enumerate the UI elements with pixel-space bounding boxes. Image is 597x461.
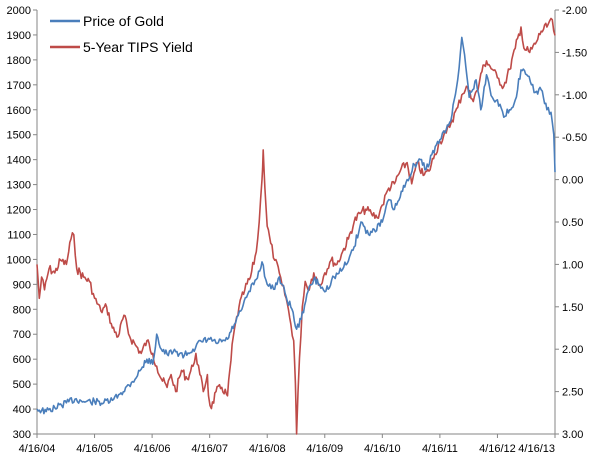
x-tick-label: 4/16/12 xyxy=(479,443,516,455)
left-tick-label: 1700 xyxy=(7,80,31,92)
right-tick-label: 2.50 xyxy=(562,387,583,399)
left-tick-label: 1400 xyxy=(7,155,31,167)
right-tick-label: 0.00 xyxy=(562,175,583,187)
left-tick-label: 1500 xyxy=(7,130,31,142)
right-tick-label: -0.50 xyxy=(562,132,587,144)
legend: Price of Gold 5-Year TIPS Yield xyxy=(50,13,193,55)
left-tick-label: 1000 xyxy=(7,254,31,266)
right-tick-label: 1.00 xyxy=(562,259,583,271)
left-tick-label: 1900 xyxy=(7,30,31,42)
left-tick-label: 500 xyxy=(13,379,31,391)
right-tick-label: 0.50 xyxy=(562,217,583,229)
right-tick-label: 2.00 xyxy=(562,344,583,356)
left-tick-label: 1100 xyxy=(7,229,31,241)
right-tick-label: 3.00 xyxy=(562,429,583,441)
legend-label-gold: Price of Gold xyxy=(83,13,164,29)
x-tick-label: 4/16/05 xyxy=(76,443,113,455)
left-tick-label: 400 xyxy=(13,404,31,416)
right-tick-label: -1.00 xyxy=(562,90,587,102)
left-tick-label: 300 xyxy=(13,429,31,441)
left-tick-label: 1200 xyxy=(7,205,31,217)
right-tick-label: -1.50 xyxy=(562,47,587,59)
left-tick-label: 2000 xyxy=(7,5,31,17)
left-tick-label: 600 xyxy=(13,354,31,366)
x-tick-label: 4/16/09 xyxy=(306,443,343,455)
left-tick-label: 1800 xyxy=(7,55,31,67)
left-tick-label: 1600 xyxy=(7,105,31,117)
axes-group: 300 400 500 600 700 800 900 1000 1100 1200 1300 140… xyxy=(7,5,588,455)
x-tick-label: 4/16/13 xyxy=(518,443,555,455)
x-tick-label: 4/16/07 xyxy=(191,443,228,455)
right-tick-label: 1.50 xyxy=(562,302,583,314)
left-tick-label: 1300 xyxy=(7,180,31,192)
x-tick-label: 4/16/10 xyxy=(364,443,401,455)
right-tick-label: -2.00 xyxy=(562,5,587,17)
x-tick-label: 4/16/08 xyxy=(249,443,286,455)
left-tick-label: 700 xyxy=(13,329,31,341)
left-tick-label: 800 xyxy=(13,304,31,316)
series-line-gold-price xyxy=(36,36,556,415)
x-tick-label: 4/16/04 xyxy=(19,443,56,455)
series-group xyxy=(36,17,556,435)
legend-label-tips: 5-Year TIPS Yield xyxy=(83,39,193,55)
x-tick-label: 4/16/11 xyxy=(422,443,458,455)
left-tick-label: 900 xyxy=(13,279,31,291)
x-tick-label: 4/16/06 xyxy=(134,443,171,455)
